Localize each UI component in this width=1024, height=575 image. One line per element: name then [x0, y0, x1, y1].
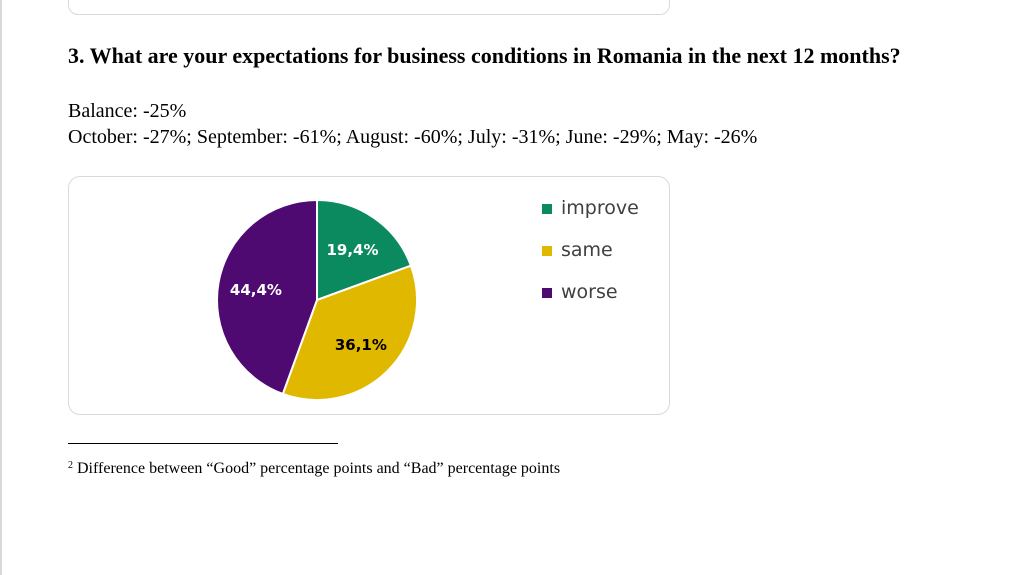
legend-item-improve: improve — [542, 196, 662, 220]
legend-label-improve: improve — [561, 197, 639, 219]
footnote-text: Difference between “Good” percentage poi… — [73, 460, 561, 477]
legend-swatch-same — [542, 246, 552, 256]
footnote: 2 Difference between “Good” percentage p… — [68, 456, 560, 479]
footnote-marker: 2 — [68, 460, 73, 471]
legend-swatch-worse — [542, 288, 552, 298]
history-text: October: -27%; September: -61%; August: … — [68, 126, 758, 148]
legend-swatch-improve — [542, 204, 552, 214]
balance-text: Balance: -25% — [68, 100, 187, 122]
page-edge — [0, 0, 2, 575]
pie-slice-improve — [316, 198, 413, 302]
footnote-separator — [68, 443, 338, 444]
pie-label-same: 36,1% — [335, 336, 387, 354]
legend-item-worse: worse — [542, 280, 662, 304]
pie-slice-worse — [216, 198, 318, 396]
pie-slice-same — [281, 264, 418, 401]
pie-label-improve: 19,4% — [326, 241, 378, 259]
legend-item-same: same — [542, 238, 662, 262]
question-title: 3. What are your expectations for busine… — [68, 43, 901, 68]
previous-chart-box — [68, 0, 670, 15]
legend-label-worse: worse — [561, 281, 618, 303]
pie-label-worse: 44,4% — [230, 281, 282, 299]
legend-label-same: same — [561, 239, 613, 261]
